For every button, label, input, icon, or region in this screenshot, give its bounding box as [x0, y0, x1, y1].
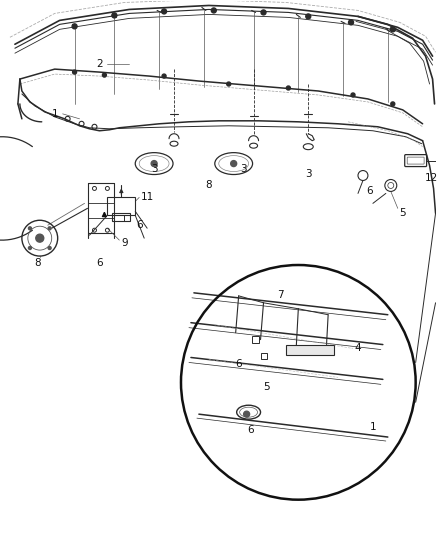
Circle shape: [72, 24, 77, 29]
Circle shape: [151, 160, 157, 166]
Text: 3: 3: [240, 164, 247, 174]
Text: 11: 11: [141, 192, 154, 203]
Text: 6: 6: [136, 220, 142, 230]
Circle shape: [351, 93, 355, 97]
Circle shape: [36, 234, 44, 242]
Circle shape: [390, 27, 395, 32]
Circle shape: [48, 227, 51, 230]
Text: 8: 8: [205, 181, 212, 190]
Text: 6: 6: [247, 425, 254, 435]
Circle shape: [48, 246, 51, 249]
FancyBboxPatch shape: [286, 344, 334, 354]
Text: 1: 1: [51, 109, 58, 119]
Text: 6: 6: [235, 359, 242, 369]
Circle shape: [162, 74, 166, 78]
Text: 3: 3: [151, 164, 157, 174]
Circle shape: [227, 82, 231, 86]
Text: 3: 3: [305, 168, 311, 179]
Text: 1: 1: [370, 422, 376, 432]
Circle shape: [181, 265, 416, 500]
Circle shape: [28, 227, 32, 230]
Circle shape: [162, 9, 166, 14]
Circle shape: [112, 13, 117, 18]
Circle shape: [231, 160, 237, 166]
Text: 7: 7: [277, 290, 284, 300]
Circle shape: [102, 73, 106, 77]
Text: 6: 6: [96, 258, 103, 268]
Circle shape: [244, 411, 250, 417]
Text: 2: 2: [96, 59, 103, 69]
Circle shape: [286, 86, 290, 90]
Circle shape: [261, 10, 266, 15]
Circle shape: [306, 14, 311, 19]
Text: 8: 8: [35, 258, 41, 268]
Text: 5: 5: [399, 208, 406, 219]
Circle shape: [391, 102, 395, 106]
Text: 12: 12: [425, 173, 438, 182]
Circle shape: [211, 8, 216, 13]
Circle shape: [28, 246, 32, 249]
Circle shape: [349, 20, 353, 25]
Text: 6: 6: [367, 187, 373, 197]
Text: 9: 9: [121, 238, 127, 248]
Text: 4: 4: [355, 343, 361, 352]
Circle shape: [73, 70, 77, 74]
Text: 5: 5: [263, 382, 270, 392]
